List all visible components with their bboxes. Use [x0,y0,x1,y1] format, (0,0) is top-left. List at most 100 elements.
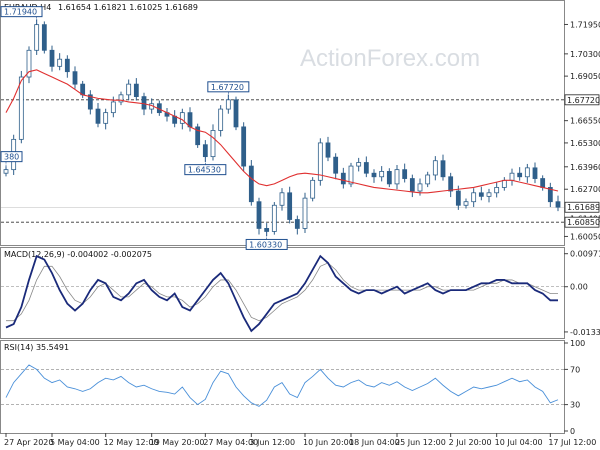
watermark: ActionForex.com [300,45,480,72]
candle-body [87,94,93,110]
candle-body [179,112,185,124]
annotation-box [0,6,43,18]
annotation-box [207,81,250,93]
x-tick-label: 3 Jun 12:00 [249,438,295,447]
macd-label: MACD(12,26,9) -0.004002 -0.002075 [4,250,152,259]
candle-body [271,204,277,232]
candle-body [218,108,224,131]
price-ytick-label: 1.62700 [570,185,600,194]
price-right-label: 1.60850 [567,218,600,227]
candle-body [310,179,316,199]
rsi-ytick-label: 30 [570,401,580,410]
x-tick-label: 19 May 20:00 [150,438,205,447]
candle-body [57,58,63,67]
annotation-label: 1.60330 [249,240,282,249]
x-tick-label: 12 May 12:00 [104,438,159,447]
annotation-label: 1.64530 [188,166,221,175]
rsi-ytick-label: 70 [570,365,580,374]
price-ytick-label: 1.65300 [570,139,600,148]
macd-line [5,254,558,333]
candle-body [95,108,101,124]
candle-body [555,201,561,208]
candle-body [210,130,216,158]
candle-body [141,96,147,110]
rsi-ytick-label: 0 [570,427,575,436]
candle-body [333,156,339,174]
candle-body [103,112,109,124]
x-tick-label: 17 Jul 12:00 [548,438,596,447]
candle-body [379,171,385,178]
price-annotations: 1.71940 1.67720 1.64530 1.60330 380 [0,6,288,250]
candle-body [233,99,239,128]
candle-body [118,94,124,103]
price-ytick-label: 1.66550 [570,117,600,126]
x-tick-label: 5 May 04:00 [50,438,100,447]
candle-body [187,112,193,128]
candle-body [455,190,461,206]
macd-panel-frame [0,247,565,339]
moving-average-series [5,69,559,194]
candle-body [540,178,546,188]
candle-body [348,165,354,185]
candle-body [133,83,139,98]
candle-body [494,187,500,194]
price-right-tag [564,94,600,106]
price-ytick-label: 1.63960 [570,163,600,172]
candle-body [425,174,431,185]
candle-body [386,171,392,185]
candle-body [356,162,362,167]
rsi-ytick-label: 100 [570,339,585,348]
candle-body [41,24,47,51]
candle-body [302,197,308,229]
price-right-tag [564,201,600,213]
candle-body [417,183,423,192]
candle-body [478,192,484,197]
candle-body [294,219,300,229]
x-tick-label: 10 Jul 04:00 [495,438,543,447]
annotation-label: 1.71940 [4,8,37,17]
candle-body [110,101,116,114]
macd-ytick-label: 0.009713 [570,250,600,259]
candle-body [287,192,293,220]
candle-body [72,71,78,85]
annotation-box [0,151,23,163]
price-ytick-label: 1.70300 [570,50,600,59]
candle-body [363,162,369,174]
price-right-label: 1.61689 [567,203,600,212]
candle-body [402,169,408,179]
candle-body [64,58,70,73]
x-tick-label: 10 Jun 20:00 [303,438,354,447]
candle-body [532,167,538,179]
price-ytick-label: 1.69050 [570,72,600,81]
candle-body [3,169,9,174]
candle-body [547,187,553,203]
candle-body [26,49,32,78]
macd-ytick-label: -0.013302 [570,328,600,337]
candle-body [317,142,323,181]
candle-body [256,201,262,229]
price-right-label: 1.67720 [567,96,600,105]
rsi-panel-frame [0,340,565,434]
candle-body [18,76,24,140]
candle-body [371,172,377,178]
price-right-tag [564,216,600,228]
x-tick-label: 25 Jun 12:00 [395,438,446,447]
candle-body [432,160,438,176]
candle-body [440,160,446,178]
annotation-label: 1.67720 [211,83,244,92]
macd-ytick-label: 0.00 [570,283,588,292]
ohlc-label: 1.61654 1.61821 1.61025 1.61689 [58,3,198,12]
candle-body [524,167,530,178]
candle-body [248,165,254,203]
annotation-box [245,238,288,250]
candle-body [126,83,132,96]
rsi-label: RSI(14) 35.5491 [4,343,69,352]
candle-body [195,126,201,146]
price-ytick-label: 1.60050 [570,232,600,241]
candle-body [501,179,507,188]
x-tick-label: 2 Jul 20:00 [449,438,492,447]
candle-body [471,192,477,203]
candle-body [517,172,523,178]
